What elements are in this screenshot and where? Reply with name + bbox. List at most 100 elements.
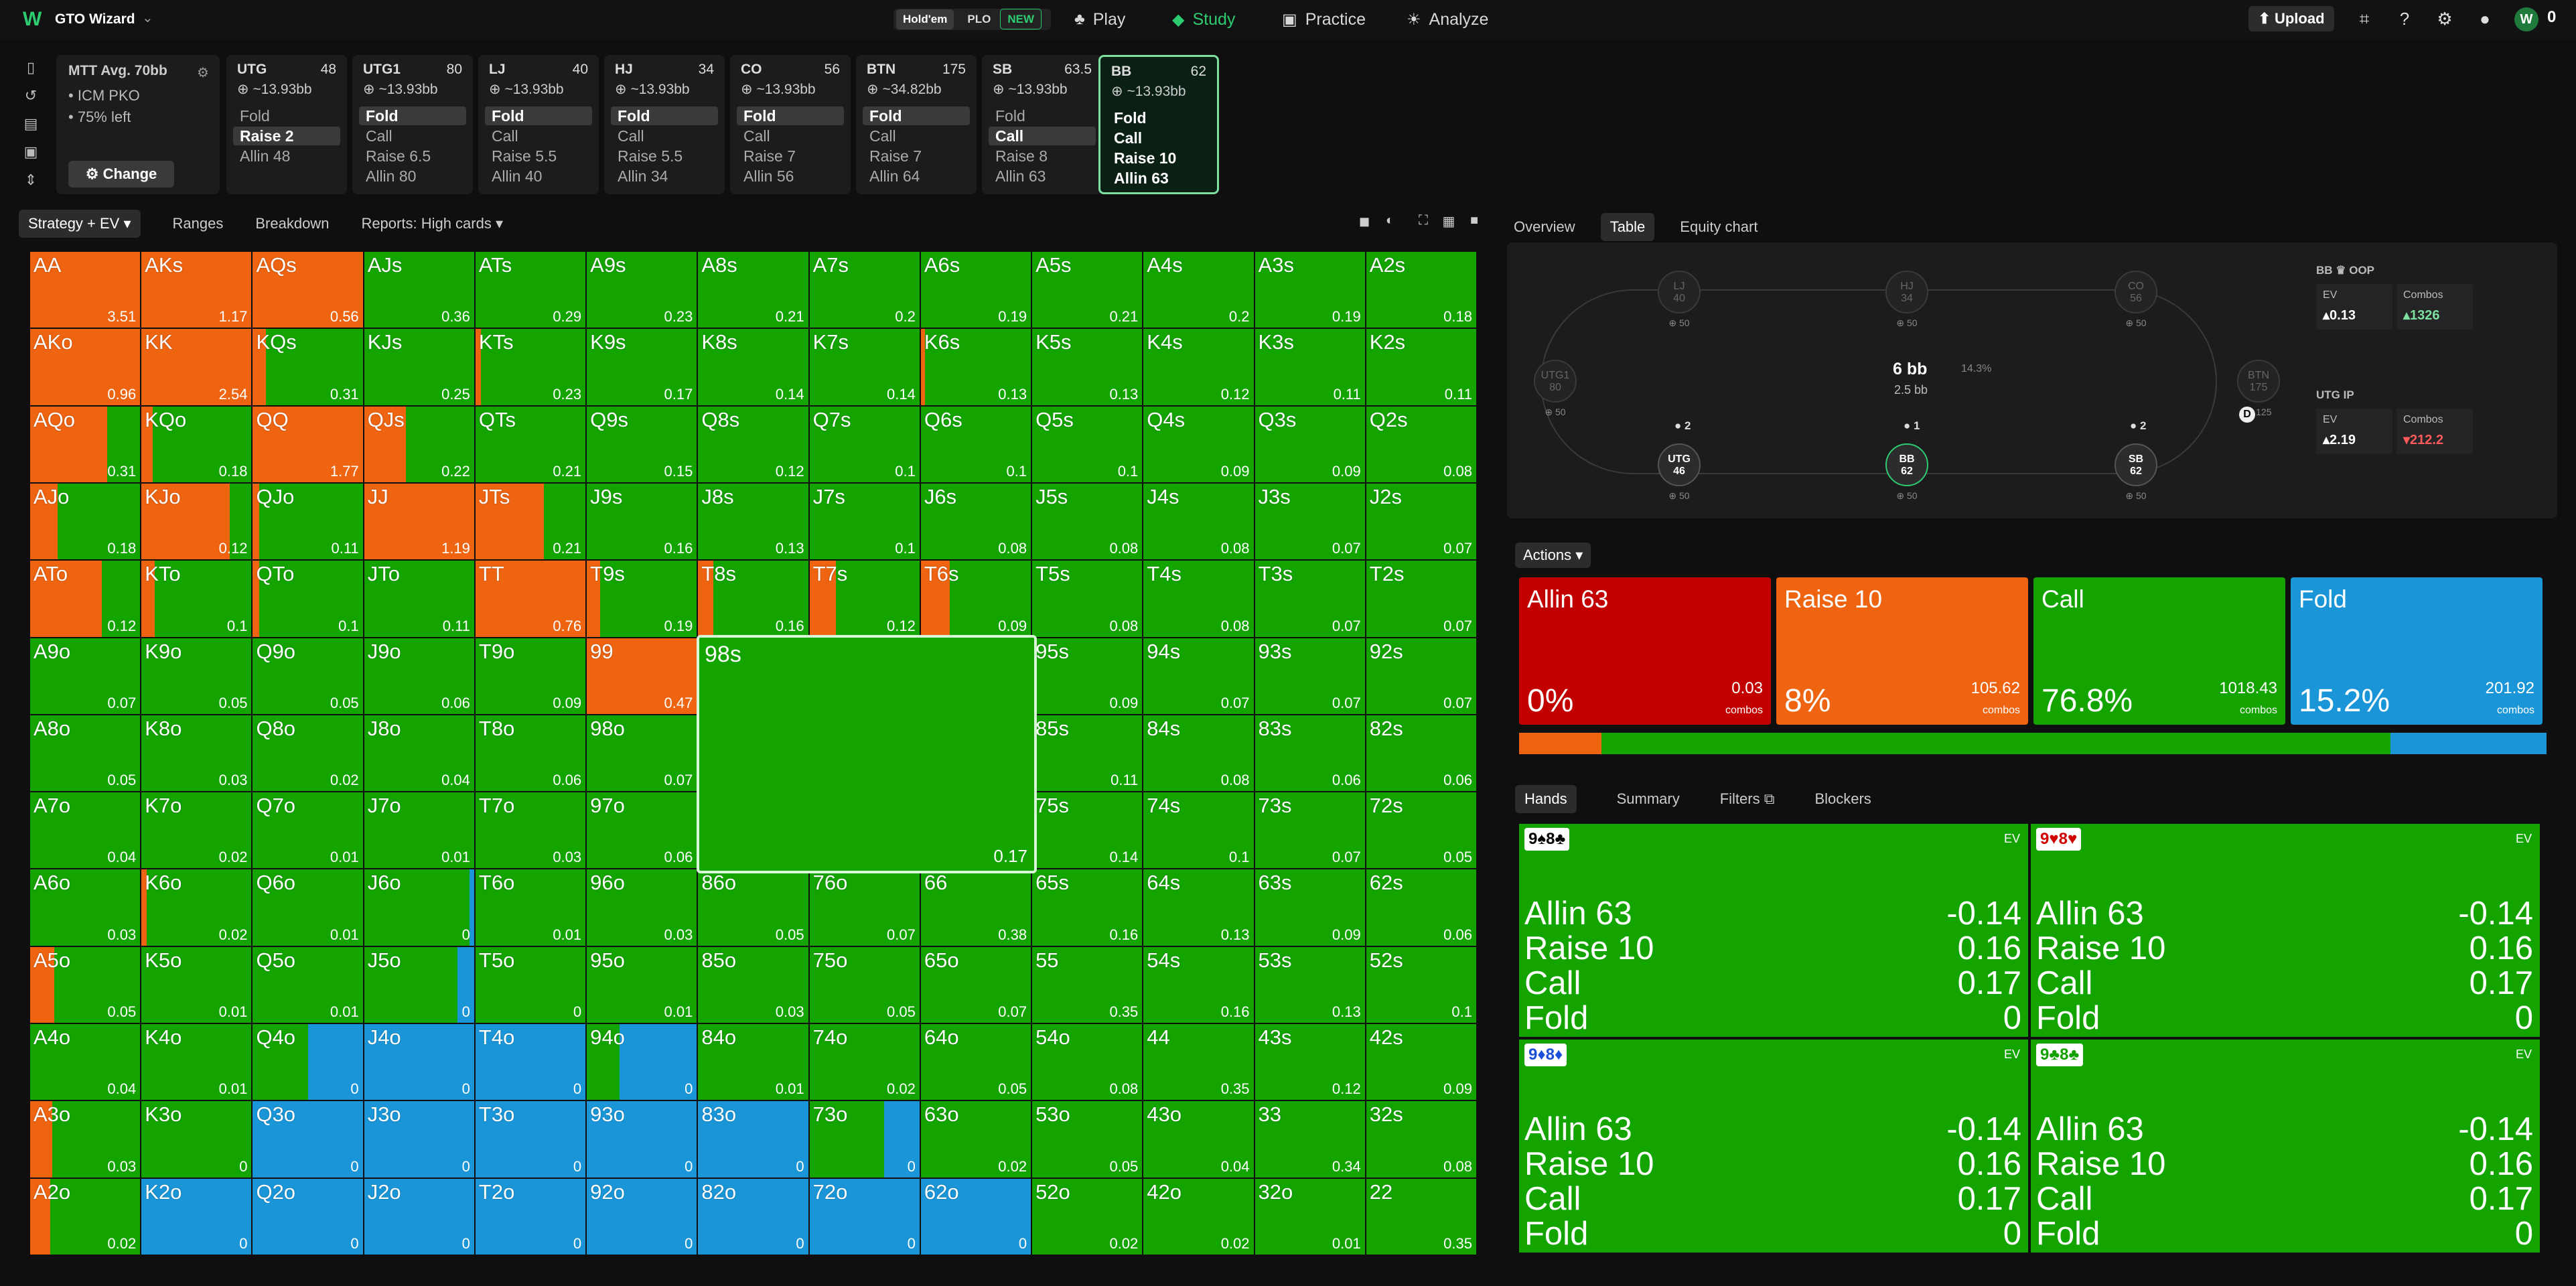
position-card-utg1[interactable]: UTG1 80 ⊕ ~13.93bb Fold Call Raise 6.5 Allin 8…: [352, 55, 473, 194]
hand-cell[interactable]: T6o 0.01: [475, 869, 587, 947]
hand-combo-card[interactable]: 9♥8♥ EV Allin 63 -0.14 Raise 10 0.16 Call 0.17 F…: [2031, 824, 2540, 1037]
position-card-btn[interactable]: BTN 175 ⊕ ~34.82bb Fold Call Raise 7 Allin 64: [856, 55, 977, 194]
position-action[interactable]: Raise 6.5: [366, 147, 431, 165]
hand-cell[interactable]: 42o 0.02: [1143, 1178, 1255, 1256]
hand-cell[interactable]: K4s 0.12: [1143, 329, 1255, 407]
tab-blockers[interactable]: Blockers: [1814, 790, 1871, 807]
hand-cell[interactable]: QQ 1.77: [253, 406, 364, 484]
hand-cell[interactable]: 55 0.35: [1032, 946, 1144, 1025]
hand-cell[interactable]: A2o 0.02: [30, 1178, 142, 1256]
hand-cell[interactable]: Q5s 0.1: [1032, 406, 1144, 484]
hand-cell[interactable]: J2s 0.07: [1366, 483, 1478, 561]
hand-cell[interactable]: J2o 0: [364, 1178, 476, 1256]
hand-cell[interactable]: JTs 0.21: [475, 483, 587, 561]
bookmark-icon[interactable]: ▯: [26, 59, 35, 76]
hand-cell[interactable]: T2s 0.07: [1366, 561, 1478, 638]
hand-cell[interactable]: 93o 0: [587, 1101, 699, 1179]
hand-cell[interactable]: T9s 0.19: [587, 561, 699, 638]
hand-cell[interactable]: 82s 0.06: [1366, 715, 1478, 793]
tab-ranges[interactable]: Ranges: [172, 215, 224, 232]
hand-cell[interactable]: 62o 0: [920, 1178, 1033, 1256]
position-action[interactable]: Fold: [240, 107, 270, 125]
hand-combo-card[interactable]: 9♠8♣ EV Allin 63 -0.14 Raise 10 0.16 Call 0.17 F…: [1519, 824, 2028, 1037]
contrast-icon[interactable]: ◐: [1385, 213, 1394, 228]
hand-cell[interactable]: J6o 0: [364, 869, 476, 947]
hand-cell[interactable]: 93s 0.07: [1255, 638, 1366, 715]
hand-cell[interactable]: 75s 0.14: [1032, 792, 1144, 870]
hand-cell[interactable]: A8s 0.21: [698, 252, 810, 330]
holdem-toggle[interactable]: Hold'em: [896, 9, 954, 29]
hand-cell[interactable]: 65o 0.07: [920, 946, 1033, 1025]
gear-icon[interactable]: ⚙: [2437, 9, 2453, 29]
hand-cell[interactable]: K3o 0: [141, 1101, 253, 1179]
hand-cell[interactable]: AKs 1.17: [141, 252, 253, 330]
hand-cell[interactable]: 53s 0.13: [1255, 946, 1366, 1025]
tab-hands[interactable]: Hands: [1515, 785, 1577, 813]
position-card-utg[interactable]: UTG 48 ⊕ ~13.93bb Fold Raise 2 Allin 48: [226, 55, 347, 194]
hand-cell[interactable]: T9o 0.09: [475, 638, 587, 715]
hand-cell[interactable]: T2o 0: [475, 1178, 587, 1256]
help-icon[interactable]: ?: [2399, 9, 2410, 29]
hand-cell[interactable]: A5o 0.05: [30, 946, 142, 1025]
hand-cell[interactable]: 99 0.47: [587, 638, 699, 715]
hand-cell[interactable]: KTo 0.1: [141, 561, 253, 638]
hand-cell[interactable]: A7s 0.2: [809, 252, 921, 330]
hand-cell[interactable]: JJ 1.19: [364, 483, 476, 561]
cube-icon[interactable]: ◼: [1358, 214, 1370, 229]
hand-cell[interactable]: K3s 0.11: [1255, 329, 1366, 407]
hand-cell[interactable]: J4s 0.08: [1143, 483, 1255, 561]
hand-cell[interactable]: A7o 0.04: [30, 792, 142, 870]
position-action[interactable]: Call: [366, 127, 392, 145]
hand-cell[interactable]: 63o 0.02: [920, 1101, 1033, 1179]
hand-cell[interactable]: T3o 0: [475, 1101, 587, 1179]
hand-cell[interactable]: J4o 0: [364, 1024, 476, 1102]
hand-cell[interactable]: Q2s 0.08: [1366, 406, 1478, 484]
hand-cell[interactable]: K8o 0.03: [141, 715, 253, 793]
hand-cell[interactable]: K8s 0.14: [698, 329, 810, 407]
hand-zoom-cell[interactable]: 98s 0.17: [697, 635, 1037, 873]
hand-cell[interactable]: 63s 0.09: [1255, 869, 1366, 947]
hand-cell[interactable]: T7o 0.03: [475, 792, 587, 870]
hand-cell[interactable]: 54o 0.08: [1032, 1024, 1144, 1102]
hand-cell[interactable]: K7s 0.14: [809, 329, 921, 407]
hand-cell[interactable]: K7o 0.02: [141, 792, 253, 870]
settings-icon[interactable]: ⚙: [197, 66, 209, 80]
seat-utg1[interactable]: UTG1 80: [1534, 360, 1577, 403]
position-action[interactable]: Allin 56: [743, 167, 794, 185]
hand-cell[interactable]: K5s 0.13: [1032, 329, 1144, 407]
brand-name[interactable]: GTO Wizard: [55, 11, 135, 27]
position-action[interactable]: Raise 10: [1114, 149, 1177, 167]
hand-cell[interactable]: T3s 0.07: [1255, 561, 1366, 638]
hand-cell[interactable]: K6o 0.02: [141, 869, 253, 947]
position-action[interactable]: Raise 5.5: [618, 147, 683, 165]
fullscreen-icon[interactable]: ⛶: [1419, 213, 1428, 228]
hand-cell[interactable]: A3o 0.03: [30, 1101, 142, 1179]
position-action[interactable]: Fold: [995, 107, 1025, 125]
gto-wizard-logo-icon[interactable]: W: [23, 8, 42, 30]
action-allin-63[interactable]: Allin 63 0% 0.03 combos: [1519, 577, 1771, 725]
hand-cell[interactable]: J3s 0.07: [1255, 483, 1366, 561]
position-action[interactable]: Raise 2: [233, 127, 340, 145]
hand-cell[interactable]: A4s 0.2: [1143, 252, 1255, 330]
tab-breakdown[interactable]: Breakdown: [255, 215, 330, 232]
hand-cell[interactable]: 97o 0.06: [587, 792, 699, 870]
hand-cell[interactable]: 53o 0.05: [1032, 1101, 1144, 1179]
hand-cell[interactable]: J7s 0.1: [809, 483, 921, 561]
hand-cell[interactable]: Q9o 0.05: [253, 638, 364, 715]
hand-cell[interactable]: 83o 0: [698, 1101, 810, 1179]
hand-cell[interactable]: 85o 0.03: [698, 946, 810, 1025]
position-action[interactable]: Allin 63: [995, 167, 1046, 185]
tab-equity-chart[interactable]: Equity chart: [1680, 218, 1758, 235]
action-raise-10[interactable]: Raise 10 8% 105.62 combos: [1776, 577, 2028, 725]
hand-cell[interactable]: J5o 0: [364, 946, 476, 1025]
nav-analyze[interactable]: ☀ Analyze: [1407, 8, 1488, 31]
hand-cell[interactable]: A6o 0.03: [30, 869, 142, 947]
tab-table[interactable]: Table: [1600, 213, 1655, 241]
position-action[interactable]: Call: [989, 127, 1096, 145]
hand-cell[interactable]: AJs 0.36: [364, 252, 476, 330]
position-action[interactable]: Fold: [485, 106, 592, 125]
save-icon[interactable]: ▤: [23, 115, 38, 132]
hand-cell[interactable]: 73s 0.07: [1255, 792, 1366, 870]
position-action[interactable]: Fold: [737, 106, 844, 125]
position-action[interactable]: Call: [869, 127, 896, 145]
